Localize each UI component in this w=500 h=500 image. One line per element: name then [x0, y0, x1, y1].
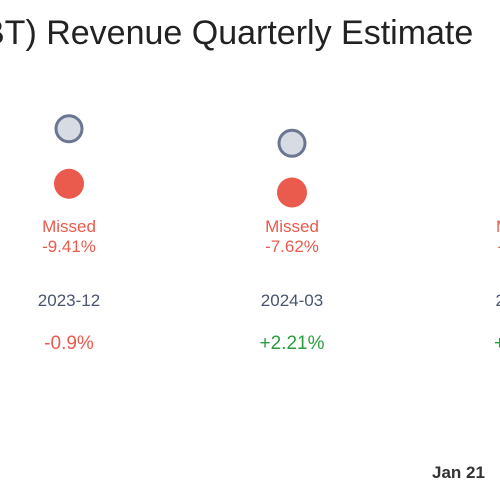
estimate-point	[277, 128, 307, 158]
actual-point	[54, 168, 84, 199]
result-label: Missed	[42, 217, 96, 236]
surprise-label: -7.62%	[265, 237, 319, 256]
footer-date: Jan 21	[432, 463, 485, 482]
period-label: 2024-03	[261, 291, 323, 310]
change-label: -0.9%	[44, 333, 94, 354]
actual-point	[277, 177, 307, 208]
surprise-label: -0	[497, 237, 500, 256]
surprise-label: -9.41%	[42, 237, 96, 256]
estimate-point	[54, 114, 84, 144]
chart-title: BT) Revenue Quarterly Estimate	[0, 14, 474, 52]
change-label: +2.21%	[260, 333, 325, 354]
period-label: 2023-12	[38, 291, 100, 310]
change-label: +2	[494, 333, 500, 354]
result-label: Missed	[265, 217, 319, 236]
period-label: 20	[496, 291, 500, 310]
result-label: Mi	[496, 217, 500, 236]
